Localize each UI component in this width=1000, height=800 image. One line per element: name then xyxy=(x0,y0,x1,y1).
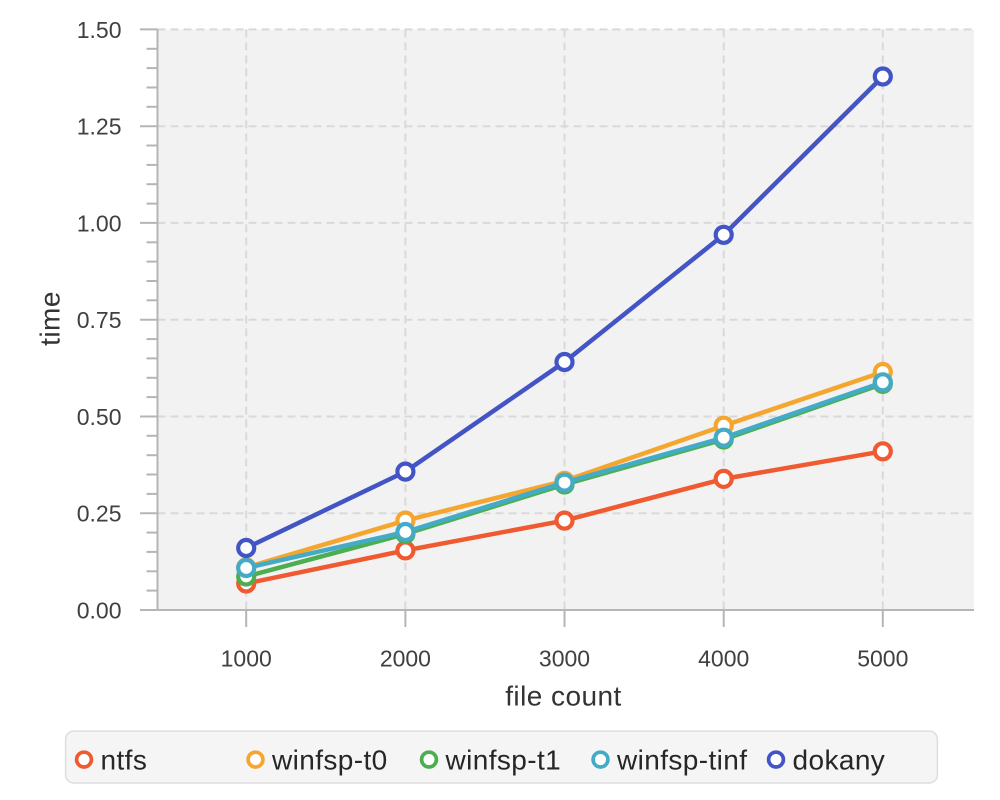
svg-text:5000: 5000 xyxy=(857,646,908,672)
svg-text:ntfs: ntfs xyxy=(101,744,148,775)
svg-text:0.75: 0.75 xyxy=(77,307,122,333)
svg-text:winfsp-tinf: winfsp-tinf xyxy=(616,744,747,775)
svg-text:2000: 2000 xyxy=(380,646,431,672)
svg-text:0.00: 0.00 xyxy=(77,598,122,624)
svg-text:4000: 4000 xyxy=(698,646,749,672)
svg-text:file count: file count xyxy=(505,681,622,712)
svg-text:0.50: 0.50 xyxy=(77,404,122,430)
svg-text:1.25: 1.25 xyxy=(77,114,122,140)
svg-text:1000: 1000 xyxy=(221,646,272,672)
svg-text:0.25: 0.25 xyxy=(77,501,122,527)
svg-text:3000: 3000 xyxy=(539,646,590,672)
svg-text:1.00: 1.00 xyxy=(77,210,122,236)
svg-text:dokany: dokany xyxy=(793,744,886,775)
svg-text:winfsp-t0: winfsp-t0 xyxy=(271,744,388,775)
svg-text:winfsp-t1: winfsp-t1 xyxy=(445,744,562,775)
svg-text:1.50: 1.50 xyxy=(77,17,122,43)
svg-text:time: time xyxy=(35,291,66,346)
